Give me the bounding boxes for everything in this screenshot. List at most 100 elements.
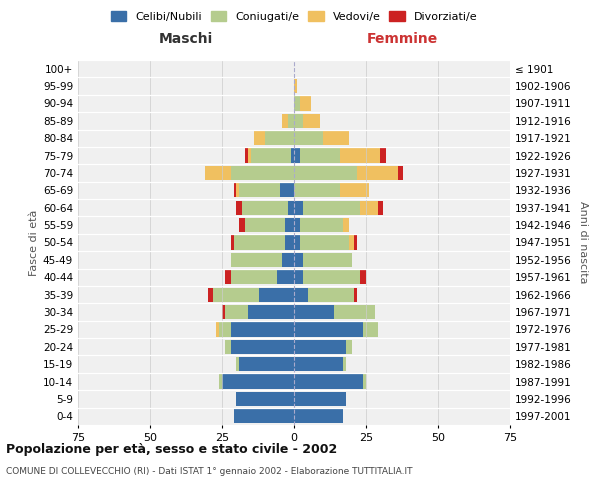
Bar bbox=[294, 322, 377, 336]
Bar bbox=[294, 374, 366, 388]
Bar bbox=[236, 200, 294, 215]
Bar bbox=[230, 270, 294, 284]
Bar bbox=[294, 409, 343, 424]
Bar bbox=[277, 270, 294, 284]
Bar bbox=[233, 236, 294, 250]
Bar bbox=[236, 392, 294, 406]
Bar bbox=[294, 340, 346, 354]
Y-axis label: Anni di nascita: Anni di nascita bbox=[578, 201, 588, 284]
Bar bbox=[294, 131, 323, 146]
Bar bbox=[225, 270, 294, 284]
Bar bbox=[294, 114, 320, 128]
Bar bbox=[233, 236, 294, 250]
Bar bbox=[294, 183, 369, 198]
Bar bbox=[294, 131, 349, 146]
Bar bbox=[294, 288, 355, 302]
Bar bbox=[294, 218, 300, 232]
Bar bbox=[294, 166, 358, 180]
Bar bbox=[294, 322, 363, 336]
Bar bbox=[294, 236, 358, 250]
Bar bbox=[288, 114, 294, 128]
Bar bbox=[294, 270, 366, 284]
Bar bbox=[236, 357, 294, 372]
Bar bbox=[291, 148, 294, 162]
Bar bbox=[230, 253, 294, 267]
Bar bbox=[216, 322, 294, 336]
Bar bbox=[294, 340, 352, 354]
Bar bbox=[239, 183, 294, 198]
Bar bbox=[236, 357, 294, 372]
Bar bbox=[294, 236, 355, 250]
Bar bbox=[294, 114, 320, 128]
Bar bbox=[294, 200, 377, 215]
Bar bbox=[294, 322, 377, 336]
Bar bbox=[225, 340, 294, 354]
Bar bbox=[239, 357, 294, 372]
Bar bbox=[294, 166, 398, 180]
Bar bbox=[294, 357, 346, 372]
Bar bbox=[225, 305, 294, 319]
Text: Femmine: Femmine bbox=[367, 32, 437, 46]
Bar bbox=[294, 236, 349, 250]
Bar bbox=[245, 218, 294, 232]
Bar bbox=[233, 409, 294, 424]
Bar bbox=[216, 322, 294, 336]
Bar bbox=[245, 148, 294, 162]
Bar bbox=[294, 357, 346, 372]
Bar bbox=[294, 166, 403, 180]
Bar bbox=[214, 288, 294, 302]
Bar bbox=[239, 218, 294, 232]
Legend: Celibi/Nubili, Coniugati/e, Vedovi/e, Divorziati/e: Celibi/Nubili, Coniugati/e, Vedovi/e, Di… bbox=[109, 9, 479, 24]
Bar bbox=[294, 96, 300, 110]
Bar bbox=[294, 340, 352, 354]
Bar bbox=[294, 183, 369, 198]
Bar bbox=[294, 374, 366, 388]
Bar bbox=[294, 114, 302, 128]
Bar bbox=[294, 253, 352, 267]
Bar bbox=[205, 166, 294, 180]
Bar bbox=[236, 392, 294, 406]
Bar bbox=[294, 392, 346, 406]
Bar bbox=[248, 148, 294, 162]
Bar bbox=[225, 340, 294, 354]
Bar bbox=[294, 392, 346, 406]
Bar bbox=[294, 305, 374, 319]
Bar bbox=[236, 357, 294, 372]
Bar bbox=[230, 236, 294, 250]
Bar bbox=[236, 183, 294, 198]
Bar bbox=[294, 183, 340, 198]
Bar bbox=[225, 305, 294, 319]
Bar bbox=[294, 218, 349, 232]
Bar bbox=[294, 148, 386, 162]
Bar bbox=[294, 200, 302, 215]
Bar bbox=[294, 236, 300, 250]
Bar bbox=[233, 183, 294, 198]
Bar bbox=[294, 288, 308, 302]
Bar bbox=[288, 200, 294, 215]
Y-axis label: Fasce di età: Fasce di età bbox=[29, 210, 39, 276]
Bar bbox=[294, 79, 297, 93]
Bar bbox=[242, 200, 294, 215]
Bar bbox=[230, 253, 294, 267]
Bar bbox=[259, 288, 294, 302]
Bar bbox=[294, 392, 346, 406]
Bar bbox=[230, 253, 294, 267]
Bar bbox=[283, 114, 294, 128]
Bar bbox=[294, 253, 302, 267]
Bar bbox=[294, 288, 355, 302]
Bar bbox=[248, 305, 294, 319]
Bar bbox=[230, 166, 294, 180]
Bar bbox=[236, 392, 294, 406]
Bar bbox=[205, 166, 294, 180]
Bar bbox=[208, 288, 294, 302]
Bar bbox=[294, 131, 349, 146]
Bar bbox=[294, 374, 363, 388]
Bar bbox=[245, 218, 294, 232]
Bar bbox=[294, 79, 297, 93]
Bar bbox=[283, 253, 294, 267]
Bar bbox=[254, 131, 294, 146]
Bar bbox=[251, 148, 294, 162]
Bar bbox=[230, 270, 294, 284]
Bar bbox=[294, 288, 358, 302]
Bar bbox=[294, 392, 346, 406]
